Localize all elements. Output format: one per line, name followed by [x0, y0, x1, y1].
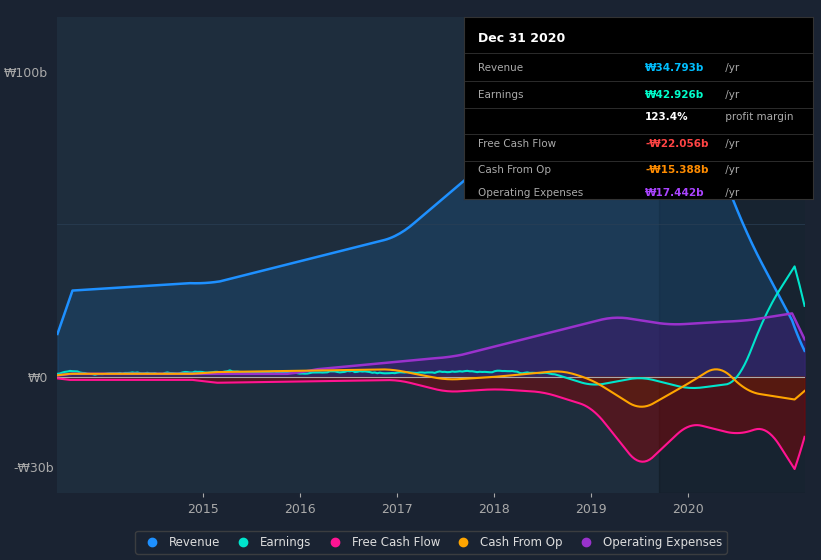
Text: /yr: /yr [722, 139, 740, 149]
Text: /yr: /yr [722, 90, 740, 100]
Text: /yr: /yr [722, 188, 740, 198]
Text: Operating Expenses: Operating Expenses [478, 188, 583, 198]
Text: 123.4%: 123.4% [645, 112, 689, 122]
Text: /yr: /yr [722, 63, 740, 73]
Text: ₩17.442b: ₩17.442b [645, 188, 705, 198]
Text: Revenue: Revenue [478, 63, 523, 73]
Text: ₩42.926b: ₩42.926b [645, 90, 704, 100]
Bar [659, 17, 821, 493]
Text: -₩15.388b: -₩15.388b [645, 165, 709, 175]
Text: -₩22.056b: -₩22.056b [645, 139, 709, 149]
Text: Cash From Op: Cash From Op [478, 165, 551, 175]
Text: profit margin: profit margin [722, 112, 794, 122]
Text: ₩34.793b: ₩34.793b [645, 63, 704, 73]
Text: /yr: /yr [722, 165, 740, 175]
Legend: Revenue, Earnings, Free Cash Flow, Cash From Op, Operating Expenses: Revenue, Earnings, Free Cash Flow, Cash … [135, 531, 727, 553]
Text: Dec 31 2020: Dec 31 2020 [478, 32, 565, 45]
Text: Earnings: Earnings [478, 90, 523, 100]
Text: -₩30b: -₩30b [13, 462, 53, 475]
Text: Free Cash Flow: Free Cash Flow [478, 139, 556, 149]
